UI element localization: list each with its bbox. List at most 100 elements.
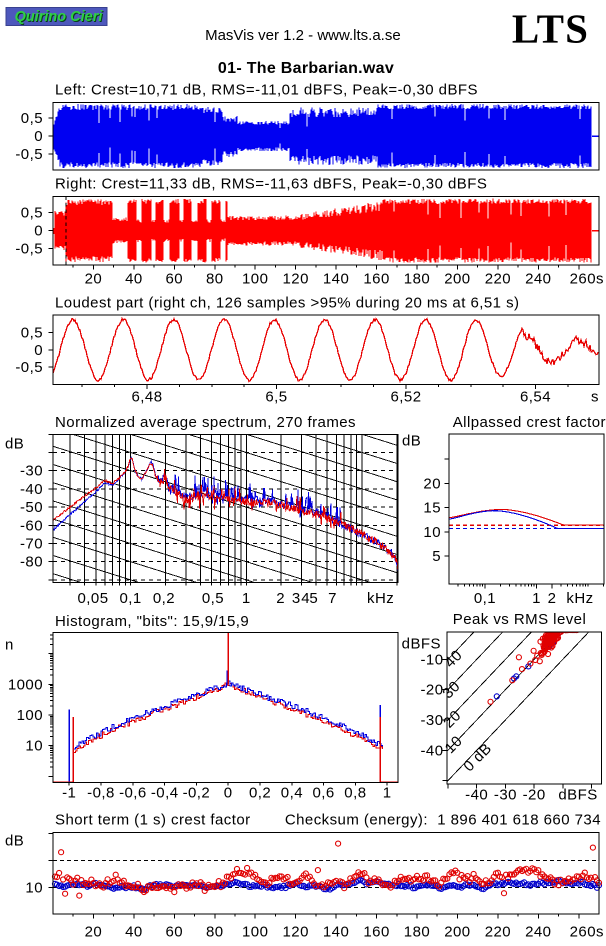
svg-text:40: 40 [125,924,143,941]
svg-text:120: 120 [283,924,309,941]
svg-text:-0,4: -0,4 [151,785,179,802]
svg-text:15: 15 [423,500,441,517]
svg-text:-50: -50 [20,499,43,516]
svg-text:2: 2 [548,590,557,607]
svg-text:10: 10 [423,524,441,541]
svg-text:4: 4 [301,590,310,607]
svg-text:-30: -30 [494,787,517,804]
svg-text:-20: -20 [523,787,546,804]
svg-text:Normalized average spectrum, 2: Normalized average spectrum, 270 frames [55,414,356,431]
svg-text:6,52: 6,52 [391,389,422,406]
svg-text:220: 220 [485,271,511,288]
svg-text:0,05: 0,05 [78,590,109,607]
svg-text:-1: -1 [62,785,76,802]
svg-text:10: 10 [25,879,43,896]
svg-text:20: 20 [85,271,103,288]
svg-text:-0,2: -0,2 [183,785,211,802]
svg-text:0: 0 [224,785,233,802]
svg-text:0: 0 [34,342,43,359]
svg-text:kHz: kHz [367,590,394,607]
svg-text:kHz: kHz [566,590,593,607]
svg-text:dB: dB [5,435,24,452]
svg-text:-30: -30 [420,712,443,729]
svg-text:Quirino Cieri: Quirino Cieri [16,10,105,26]
svg-text:0,2: 0,2 [249,785,271,802]
svg-text:6,48: 6,48 [132,389,163,406]
svg-text:0,2: 0,2 [153,590,175,607]
svg-text:MasVis ver 1.2 - www.lts.a.se: MasVis ver 1.2 - www.lts.a.se [205,27,401,44]
svg-text:-40: -40 [20,481,43,498]
svg-text:20: 20 [85,924,103,941]
svg-text:5: 5 [432,548,441,565]
svg-text:0,1: 0,1 [119,590,141,607]
svg-text:220: 220 [485,924,511,941]
svg-text:Quirino Cieri: Quirino Cieri [15,9,104,25]
svg-text:240: 240 [525,924,551,941]
svg-text:-0,5: -0,5 [15,359,43,376]
svg-text:-20: -20 [420,682,443,699]
svg-text:180: 180 [404,924,430,941]
svg-text:Right: Crest=11,33 dB, RMS=-11: Right: Crest=11,33 dB, RMS=-11,63 dBFS, … [55,175,487,192]
svg-text:100: 100 [242,271,268,288]
svg-text:2: 2 [276,590,285,607]
svg-text:1000: 1000 [8,676,43,693]
svg-text:160: 160 [363,271,389,288]
svg-text:dBFS: dBFS [558,787,597,804]
svg-text:-0,5: -0,5 [15,146,43,163]
svg-text:160: 160 [363,924,389,941]
svg-text:200: 200 [444,271,470,288]
svg-text:3: 3 [292,590,301,607]
svg-text:120: 120 [283,271,309,288]
svg-text:10: 10 [25,738,43,755]
svg-text:20: 20 [423,475,441,492]
svg-text:Left: Crest=10,71 dB, RMS=-11,: Left: Crest=10,71 dB, RMS=-11,01 dBFS, P… [55,82,478,99]
svg-text:5: 5 [309,590,318,607]
svg-text:6,54: 6,54 [520,389,551,406]
svg-text:1: 1 [383,785,392,802]
svg-text:0,5: 0,5 [21,325,43,342]
svg-text:260s: 260s [570,271,604,288]
svg-text:7: 7 [328,590,337,607]
svg-text:100: 100 [17,707,43,724]
svg-text:dBFS: dBFS [402,636,441,653]
svg-text:-10: -10 [420,651,443,668]
svg-text:-0,6: -0,6 [119,785,147,802]
svg-text:0: 0 [34,223,43,240]
svg-text:dB: dB [402,433,421,450]
svg-text:-0,5: -0,5 [15,241,43,258]
svg-text:180: 180 [404,271,430,288]
svg-text:n: n [5,637,14,654]
svg-text:140: 140 [323,924,349,941]
svg-text:40: 40 [125,271,143,288]
svg-text:140: 140 [323,271,349,288]
svg-text:Peak vs RMS level: Peak vs RMS level [453,611,587,628]
svg-text:Allpassed crest factor: Allpassed crest factor [453,414,606,431]
svg-text:-80: -80 [20,554,43,571]
svg-text:LTS: LTS [512,6,589,52]
svg-text:0,5: 0,5 [21,205,43,222]
svg-text:Short term (1 s) crest factor: Short term (1 s) crest factor [55,812,251,829]
svg-text:0,5: 0,5 [202,590,224,607]
svg-text:100: 100 [242,924,268,941]
svg-text:60: 60 [166,924,184,941]
svg-text:1: 1 [242,590,251,607]
svg-text:60: 60 [166,271,184,288]
svg-text:-0,8: -0,8 [87,785,115,802]
svg-text:240: 240 [525,271,551,288]
svg-text:-40: -40 [420,742,443,759]
svg-text:-70: -70 [20,536,43,553]
svg-text:-40: -40 [465,787,488,804]
svg-text:200: 200 [444,924,470,941]
svg-text:0,1: 0,1 [474,590,496,607]
svg-text:-60: -60 [20,517,43,534]
svg-text:-30: -30 [20,463,43,480]
svg-text:0: 0 [34,128,43,145]
svg-text:Loudest part (right ch, 126 sa: Loudest part (right ch, 126 samples >95%… [55,295,519,312]
svg-text:1: 1 [532,590,541,607]
svg-text:80: 80 [206,924,224,941]
svg-text:01- The Barbarian.wav: 01- The Barbarian.wav [218,60,394,77]
svg-text:0,4: 0,4 [281,785,303,802]
svg-text:0,6: 0,6 [312,785,334,802]
svg-text:0,5: 0,5 [21,110,43,127]
svg-text:6,5: 6,5 [265,389,287,406]
